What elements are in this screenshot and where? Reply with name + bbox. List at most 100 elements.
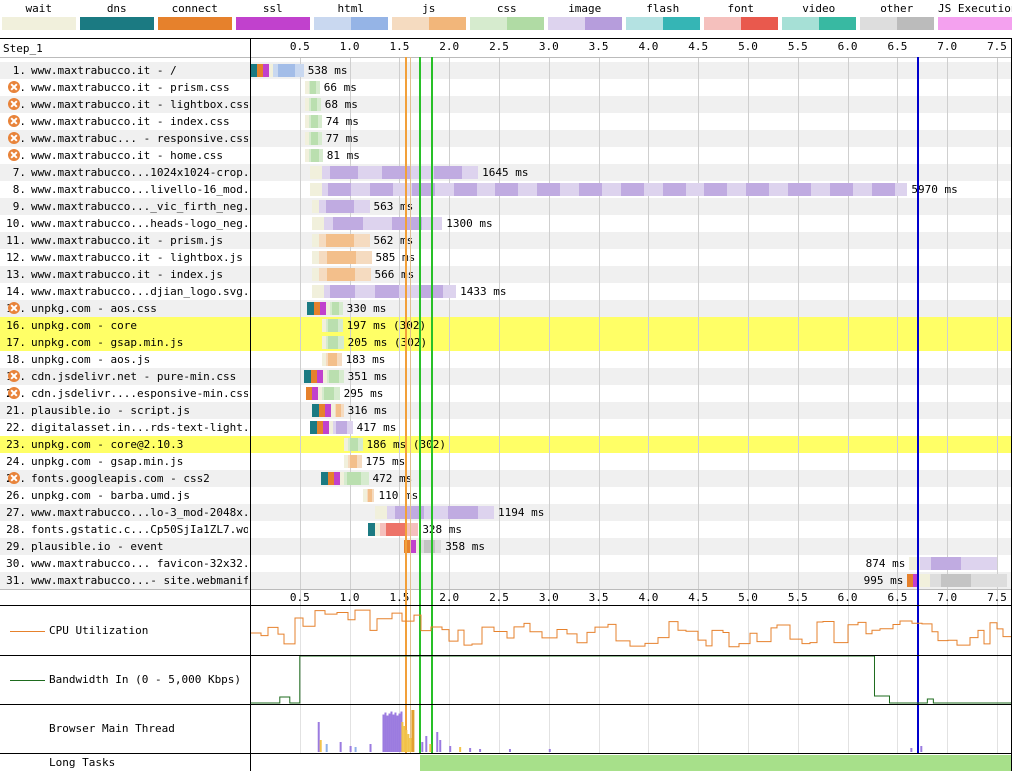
bar-receive [418,285,443,298]
request-number: 12. [6,251,26,264]
request-label[interactable]: 24. unpkg.com - gsap.min.js [0,453,248,470]
grid-line [897,605,899,753]
bar-wait [317,387,322,400]
request-number: 8. [12,183,26,196]
request-label[interactable]: 14. www.maxtrabucco...djian_logo.svg.png [0,283,248,300]
request-label[interactable]: 6.www.maxtrabucco.it - home.css [0,147,248,164]
warning-icon [8,149,20,161]
request-label[interactable]: 10. www.maxtrabucco...heads-logo_neg.png [0,215,248,232]
request-label[interactable]: 15.unpkg.com - aos.css [0,300,248,317]
request-label[interactable]: 8. www.maxtrabucco...livello-16_mod.jpg [0,181,248,198]
grid-line [648,605,650,753]
main-thread-activity [325,744,328,752]
bar-wait [304,98,309,111]
legend-swatch-light [2,17,39,30]
request-label[interactable]: 27. www.maxtrabucco...lo-3_mod-2048x.jpg [0,504,248,521]
request-label[interactable]: 21. plausible.io - script.js [0,402,248,419]
bar-receive [330,285,355,298]
warning-icon [8,115,20,127]
request-label[interactable]: 17. unpkg.com - gsap.min.js [0,334,248,351]
request-label[interactable]: 9. www.maxtrabucco..._vic_firth_neg.png [0,198,248,215]
request-label[interactable]: 31. www.maxtrabucco...- site.webmanifest [0,572,248,589]
row-background [0,487,1012,504]
request-label[interactable]: 3.www.maxtrabucco.it - lightbox.css [0,96,248,113]
bar-connect [310,370,317,383]
request-label[interactable]: 29. plausible.io - event [0,538,248,555]
request-label[interactable]: 26. unpkg.com - barba.umd.js [0,487,248,504]
grid-line [847,605,849,753]
grid-line [349,57,351,605]
request-label[interactable]: 4.www.maxtrabucco.it - index.css [0,113,248,130]
request-label[interactable]: 19.cdn.jsdelivr.net - pure-min.css [0,368,248,385]
warning-icon [8,472,20,484]
bar-wait [311,251,319,264]
tick-label: 5.0 [738,591,758,604]
main-thread-activity [479,749,482,752]
tick-label: 5.5 [787,591,808,604]
bar-receive [829,183,853,196]
bar-wait [325,302,330,315]
legend-item-wait: wait [2,0,76,30]
cpu-section: CPU Utilization [0,605,1012,656]
request-label[interactable]: 22. digitalasset.in...rds-text-light.svg [0,419,248,436]
bar-receive [326,268,355,281]
request-time: 585 ms [375,251,416,264]
grid-line [997,57,998,605]
request-label[interactable]: 30. www.maxtrabucco... favicon-32x32.png [0,555,248,572]
request-url: www.maxtrabucco...heads-logo_neg.png [31,217,248,230]
bar-receive [381,166,411,179]
request-label[interactable]: 7. www.maxtrabucco...1024x1024-crop.jpg [0,164,248,181]
axis-divider [0,589,1012,590]
request-url: cdn.jsdelivr....esponsive-min.css [31,387,248,400]
request-label[interactable]: 1. www.maxtrabucco.it - / [0,62,248,79]
tick-label: 4.0 [638,591,659,604]
request-number: 27. [6,506,26,519]
request-label[interactable]: 13. www.maxtrabucco.it - index.js [0,266,248,283]
request-label[interactable]: 2.www.maxtrabucco.it - prism.css [0,79,248,96]
legend-swatch-dark [974,17,1012,30]
request-label[interactable]: 18. unpkg.com - aos.js [0,351,248,368]
bar-dns [306,302,314,315]
legend-item-connect: connect [158,0,232,30]
warning-icon [8,98,20,110]
bar-wait [304,149,309,162]
request-number: 10. [6,217,26,230]
request-label[interactable]: 5.www.maxtrabuc... - responsive.css [0,130,248,147]
request-time: 197 ms (302) [346,319,427,332]
request-label[interactable]: 20.cdn.jsdelivr....esponsive-min.css [0,385,248,402]
request-label[interactable]: 12. www.maxtrabucco.it - lightbox.js [0,249,248,266]
request-label[interactable]: 28. fonts.gstatic.c...Cp50SjIa1ZL7.woff2 [0,521,248,538]
tick-label: 6.0 [837,40,858,53]
tick-label: 3.0 [538,40,559,53]
bar-receive [453,183,477,196]
bar-receive [931,557,962,570]
legend-swatch-light [80,17,117,30]
request-label[interactable]: 23. unpkg.com - core@2.10.3 [0,436,248,453]
bar-receive [871,183,895,196]
legend-item-js-execution: JS Execution [938,0,1012,30]
bar-dns [320,472,328,485]
tick-label: 7.0 [937,591,958,604]
request-time: 538 ms [307,64,348,77]
row-background [0,249,1012,266]
legend-swatch-light [314,17,351,30]
bar-receive [394,506,425,519]
main-thread-activity [382,714,385,752]
request-label[interactable]: 16. unpkg.com - core [0,317,248,334]
request-number: 28. [6,523,26,536]
main-thread-activity [920,746,923,752]
bar-receive [277,64,295,77]
bar-wait [311,268,319,281]
request-url: www.maxtrabucco.it - home.css [31,149,224,162]
legend-label: video [802,2,836,15]
request-label[interactable]: 25.fonts.googleapis.com - css2 [0,470,248,487]
legend-swatch [860,17,934,30]
bar-wait [322,370,327,383]
warning-icon [8,370,20,382]
bar-wait [374,506,387,519]
request-label[interactable]: 11. www.maxtrabucco.it - prism.js [0,232,248,249]
request-time: 1433 ms [460,285,507,298]
request-url: unpkg.com - gsap.min.js [31,455,184,468]
grid-line [797,57,799,605]
